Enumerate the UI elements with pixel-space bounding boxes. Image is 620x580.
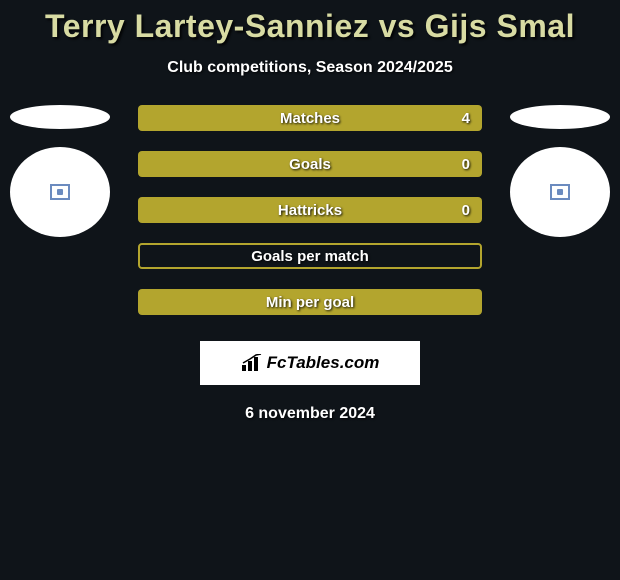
- stat-label: Matches: [280, 110, 340, 127]
- stat-label: Hattricks: [278, 202, 342, 219]
- stat-bar: Goals per match: [138, 243, 482, 269]
- date-label: 6 november 2024: [0, 405, 620, 423]
- content-row: Matches 4 Goals 0 Hattricks 0 Goals per match M…: [0, 105, 620, 315]
- stat-value: 4: [462, 110, 470, 127]
- stat-bar: Hattricks 0: [138, 197, 482, 223]
- club-badge-left: [10, 147, 110, 237]
- stat-label: Goals per match: [251, 248, 369, 265]
- stat-bar: Min per goal: [138, 289, 482, 315]
- stat-label: Min per goal: [266, 294, 354, 311]
- country-flag-left: [10, 105, 110, 129]
- stat-bar: Goals 0: [138, 151, 482, 177]
- comparison-card: Terry Lartey-Sanniez vs Gijs Smal Club c…: [0, 0, 620, 423]
- logo-box: FcTables.com: [200, 341, 420, 385]
- chart-icon: [241, 354, 263, 372]
- stat-label: Goals: [289, 156, 331, 173]
- club-badge-right: [510, 147, 610, 237]
- stat-value: 0: [462, 156, 470, 173]
- placeholder-icon: [550, 184, 570, 200]
- logo-text: FcTables.com: [267, 353, 380, 373]
- stat-bars: Matches 4 Goals 0 Hattricks 0 Goals per match M…: [110, 105, 510, 315]
- stat-value: 0: [462, 202, 470, 219]
- subtitle: Club competitions, Season 2024/2025: [0, 59, 620, 77]
- player-left-column: [10, 105, 110, 237]
- stat-bar: Matches 4: [138, 105, 482, 131]
- placeholder-icon: [50, 184, 70, 200]
- country-flag-right: [510, 105, 610, 129]
- page-title: Terry Lartey-Sanniez vs Gijs Smal: [0, 8, 620, 45]
- player-right-column: [510, 105, 610, 237]
